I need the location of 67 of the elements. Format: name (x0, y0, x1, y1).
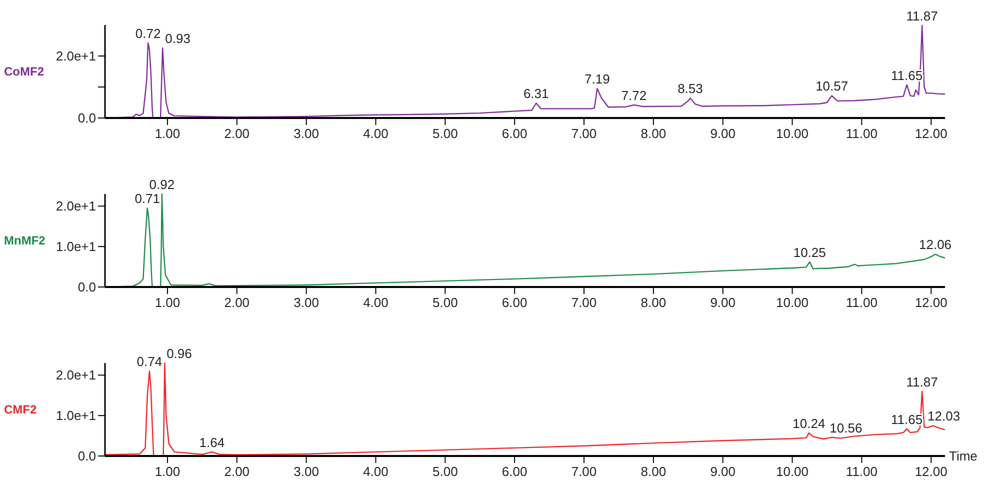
y-tick-label: 1.0e+1 (56, 239, 96, 254)
y-tick-label: 0.0 (78, 110, 96, 126)
annotation: 0.74 (136, 354, 162, 370)
x-tick-label: 1.00 (154, 126, 180, 141)
x-tick-label: 12.00 (914, 295, 948, 310)
x-tick-label: 5.00 (432, 464, 458, 479)
annotation: 10.25 (793, 244, 826, 260)
x-tick-label: 6.00 (502, 295, 528, 310)
x-axis-title: Time (949, 448, 978, 464)
x-tick-label: 4.00 (363, 464, 388, 479)
annotation: 0.72 (135, 26, 161, 41)
x-tick-label: 3.00 (294, 126, 319, 141)
x-tick-label: 1.00 (154, 464, 180, 479)
x-tick-label: 9.00 (710, 295, 736, 310)
x-tick-label: 7.00 (571, 295, 597, 310)
annotation: 7.72 (621, 88, 647, 103)
x-tick-label: 10.00 (776, 295, 809, 310)
y-tick-label: 1.0e+1 (56, 408, 96, 424)
text: MnMF2 (4, 234, 46, 248)
annotation: 10.24 (792, 416, 826, 431)
annotation: 10.56 (830, 420, 862, 436)
annotation: 0.92 (149, 177, 175, 192)
x-tick-label: 11.00 (846, 126, 878, 141)
y-tick-label: 2.0e+1 (56, 198, 96, 214)
x-tick-label: 11.00 (846, 464, 878, 479)
x-tick-label: 7.00 (571, 464, 597, 479)
x-tick-label: 4.00 (363, 126, 388, 141)
text: CoMF2 (4, 64, 44, 79)
x-tick-label: 3.00 (294, 464, 319, 479)
annotation: 0.71 (134, 191, 160, 206)
x-tick-label: 4.00 (363, 295, 388, 310)
x-tick-label: 9.00 (710, 464, 736, 479)
x-tick-label: 8.00 (640, 295, 666, 310)
x-tick-label: 9.00 (710, 126, 736, 141)
x-tick-label: 6.00 (502, 126, 528, 141)
annotation: 11.87 (906, 8, 938, 24)
y-tick-label: 0.0 (78, 280, 96, 295)
x-tick-label: 10.00 (776, 464, 809, 479)
x-tick-label: 2.00 (224, 464, 250, 479)
x-tick-label: 6.00 (502, 464, 528, 479)
x-tick-label: 5.00 (432, 126, 458, 141)
x-tick-label: 1.00 (154, 295, 180, 310)
annotation: 1.64 (199, 434, 225, 450)
annotation: 7.19 (584, 72, 610, 87)
annotation: 12.03 (928, 408, 960, 424)
y-tick-label: 0.0 (78, 448, 96, 464)
x-tick-label: 10.00 (776, 126, 809, 141)
annotation: 6.31 (523, 86, 549, 102)
x-tick-label: 8.00 (640, 126, 666, 141)
x-tick-label: 5.00 (432, 295, 458, 310)
x-tick-label: 2.00 (224, 126, 250, 141)
annotation: 11.87 (906, 374, 938, 390)
text: CMF2 (4, 402, 37, 417)
x-tick-label: 3.00 (294, 295, 319, 310)
y-tick-label: 2.0e+1 (56, 48, 96, 64)
annotation: 0.93 (165, 30, 190, 46)
y-tick-label: 2.0e+1 (56, 368, 96, 383)
x-tick-label: 8.00 (640, 464, 666, 479)
x-tick-label: 11.00 (846, 295, 878, 310)
x-tick-label: 12.00 (914, 464, 948, 479)
annotation: 8.53 (678, 81, 703, 96)
x-tick-label: 12.00 (914, 126, 948, 141)
annotation: 12.06 (919, 237, 952, 252)
x-tick-label: 7.00 (571, 126, 597, 141)
annotation: 10.57 (816, 78, 848, 94)
x-tick-label: 2.00 (224, 295, 250, 310)
annotation: 0.96 (166, 346, 192, 361)
